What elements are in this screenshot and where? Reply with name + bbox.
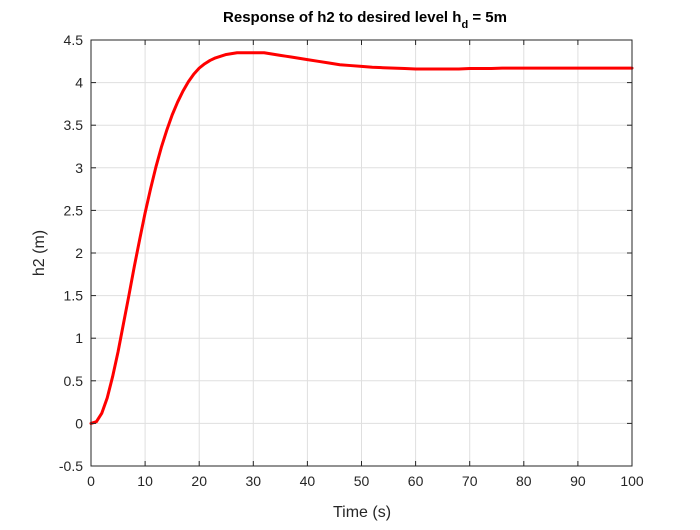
y-tick-label: 1 <box>75 330 83 346</box>
x-tick-label: 50 <box>354 473 370 489</box>
y-tick-label: -0.5 <box>59 458 83 474</box>
x-tick-labels: 0 10 20 30 40 50 60 70 80 90 100 <box>87 473 644 489</box>
x-axis-label: Time (s) <box>333 504 391 521</box>
y-tick-label: 4.5 <box>64 32 84 48</box>
x-tick-label: 70 <box>462 473 478 489</box>
y-tick-label: 2 <box>75 245 83 261</box>
x-tick-label: 0 <box>87 473 95 489</box>
y-tick-label: 0 <box>75 415 83 431</box>
y-tick-label: 4 <box>75 75 83 91</box>
chart-title-subscript: d <box>461 19 468 31</box>
x-tick-label: 20 <box>191 473 207 489</box>
x-tick-label: 30 <box>246 473 262 489</box>
y-tick-label: 3.5 <box>64 117 84 133</box>
chart-title-suffix: = 5m <box>468 9 507 26</box>
series-layer <box>89 51 634 425</box>
series-line <box>89 51 634 425</box>
x-tick-label: 60 <box>408 473 424 489</box>
x-tick-label: 80 <box>516 473 532 489</box>
x-tick-label: 10 <box>137 473 153 489</box>
y-tick-label: 1.5 <box>64 288 84 304</box>
x-tick-label: 40 <box>300 473 316 489</box>
tick-marks <box>90 39 633 467</box>
x-tick-label: 90 <box>570 473 586 489</box>
x-tick-label: 100 <box>620 473 644 489</box>
y-axis-label: h2 (m) <box>31 230 48 276</box>
chart-title: Response of h2 to desired level hd = 5m <box>223 9 507 31</box>
y-tick-label: 3 <box>75 160 83 176</box>
y-tick-label: 0.5 <box>64 373 84 389</box>
chart-title-main: Response of h2 to desired level h <box>223 9 461 26</box>
y-tick-labels: -0.5 0 0.5 1 1.5 2 2.5 3 3.5 4 4.5 <box>59 32 83 474</box>
y-tick-label: 2.5 <box>64 202 84 218</box>
